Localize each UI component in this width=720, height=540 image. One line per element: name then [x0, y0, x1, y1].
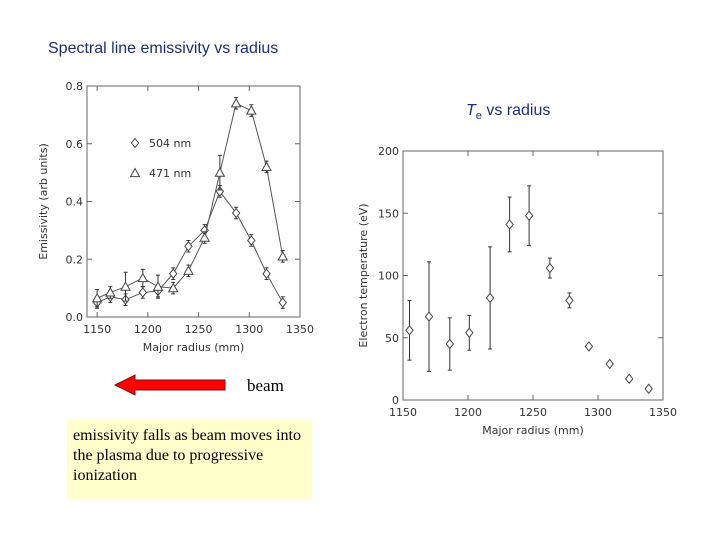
data-point [231, 207, 241, 219]
electron-temperature-chart: 1150 1200 1250 1300 1350 0 50 100 150 200 Major ra… [357, 145, 677, 437]
data-point [605, 358, 614, 370]
data-point [505, 219, 514, 230]
data-point [445, 338, 455, 350]
plot-frame [86, 85, 301, 318]
data-point [245, 105, 257, 115]
x-tick-label: 1200 [134, 323, 162, 336]
note-box: emissivity falls as beam moves into the … [67, 420, 312, 500]
right-heading: Te vs radius [466, 102, 550, 122]
x-axis-label: Major radius (mm) [482, 424, 584, 437]
x-tick-label: 1350 [286, 323, 314, 336]
y-axis-label: Emissivity (arb units) [37, 143, 50, 260]
y-tick-label: 200 [378, 145, 399, 158]
data-point [137, 272, 149, 283]
y-tick-label: 50 [385, 332, 399, 345]
y-axis-label: Electron temperature (eV) [357, 203, 370, 347]
x-tick-label: 1250 [185, 323, 213, 336]
data-point [91, 292, 103, 303]
legend-entry: 471 nm [149, 167, 191, 180]
x-tick-label: 1250 [519, 406, 547, 419]
x-tick-label: 1150 [389, 406, 417, 419]
data-point [152, 281, 164, 291]
y-tick-label: 0.8 [66, 80, 84, 93]
data-point [465, 327, 474, 339]
te-symbol: T [466, 102, 476, 119]
legend-entry: 504 nm [149, 137, 191, 150]
y-tick-label: 0.4 [66, 196, 84, 209]
x-tick-label: 1350 [649, 406, 677, 419]
data-point [214, 167, 226, 177]
x-axis-label: Major radius (mm) [143, 341, 245, 354]
data-point [277, 250, 289, 261]
data-point [485, 292, 495, 304]
data-point [199, 232, 211, 242]
data-point [545, 262, 555, 274]
data-point [624, 373, 634, 385]
data-point [230, 97, 242, 108]
y-tick-label: 0.6 [66, 138, 84, 151]
legend-marker [129, 167, 141, 178]
left-heading: Spectral line emissivity vs radius [48, 40, 279, 57]
emissivity-chart: 1150 1200 1250 1300 1350 0.0 0.2 0.4 0.6 0.8 Major… [37, 80, 314, 354]
data-point [167, 282, 179, 293]
data-point [565, 295, 574, 306]
data-point [424, 311, 434, 322]
right-heading-rest: vs radius [481, 102, 551, 119]
legend-marker [130, 137, 140, 149]
x-tick-label: 1150 [83, 323, 111, 336]
data-point [278, 297, 287, 308]
data-point [261, 161, 272, 171]
data-point [584, 341, 594, 352]
y-tick-label: 0.0 [66, 311, 84, 324]
data-point [215, 186, 225, 197]
data-point [405, 324, 414, 336]
data-point [138, 287, 148, 298]
data-point [644, 383, 653, 395]
y-tick-label: 0.2 [66, 253, 84, 266]
data-point [104, 286, 116, 297]
beam-label: beam [247, 376, 284, 395]
data-point [524, 210, 534, 222]
beam-arrow-icon [113, 374, 226, 396]
beam-arrow-shape [113, 374, 226, 396]
data-point [183, 265, 194, 275]
data-point [184, 240, 193, 252]
y-tick-label: 100 [378, 270, 399, 283]
plot-frame [402, 150, 664, 401]
x-tick-label: 1200 [454, 406, 482, 419]
data-point [247, 235, 256, 246]
te-subscript: e [475, 110, 482, 123]
y-tick-label: 150 [378, 207, 399, 220]
data-point [262, 268, 271, 279]
data-point [120, 281, 131, 291]
x-tick-label: 1300 [235, 323, 263, 336]
y-tick-label: 0 [392, 394, 399, 407]
x-tick-label: 1300 [584, 406, 612, 419]
data-point [168, 268, 178, 279]
